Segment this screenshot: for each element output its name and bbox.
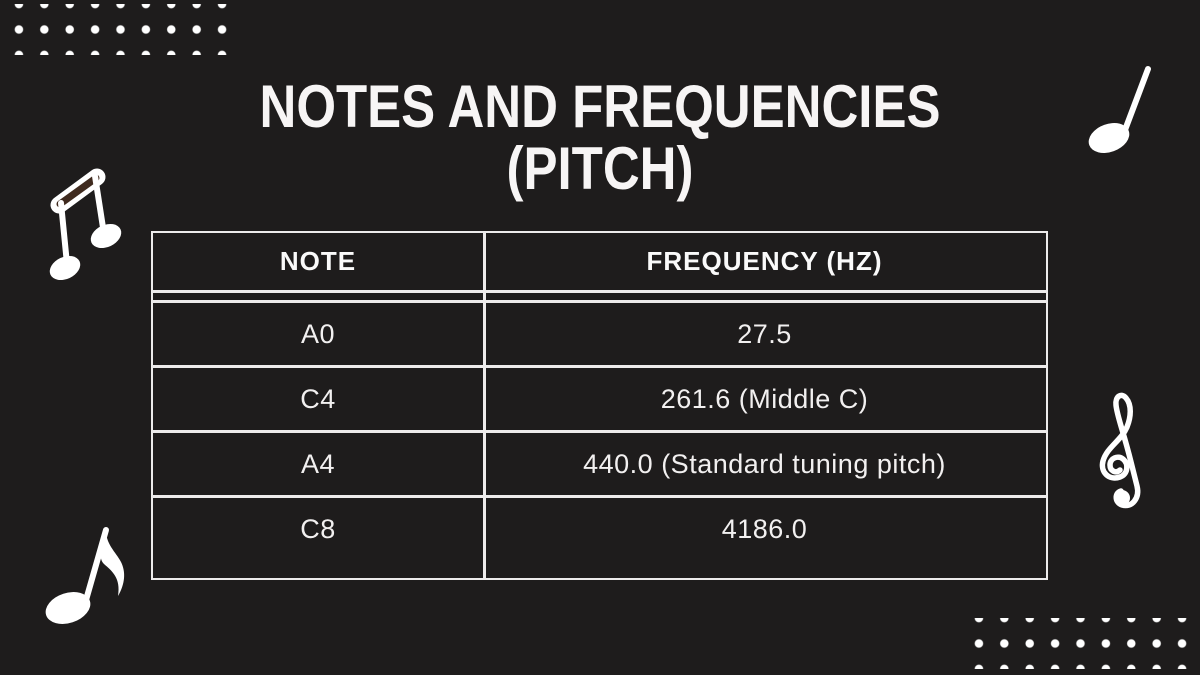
treble-clef-icon	[1092, 386, 1150, 516]
column-header-frequency: FREQUENCY (HZ)	[646, 246, 883, 276]
note-cell: C4	[300, 383, 336, 414]
note-cell: A4	[300, 448, 336, 479]
header-body-gap	[153, 293, 1046, 300]
eighth-note-icon	[42, 512, 127, 634]
quarter-note-icon	[1085, 60, 1165, 160]
dot-grid-icon	[966, 618, 1195, 669]
frequency-cell: 27.5	[737, 318, 792, 349]
beamed-eighth-notes-icon	[42, 162, 142, 287]
table-column-divider	[483, 233, 486, 578]
page-title-line1: NOTES AND FREQUENCIES	[259, 73, 941, 140]
notes-frequency-table: NOTE FREQUENCY (HZ) A0 27.5 C4 261.6 (Mi…	[151, 231, 1048, 580]
table-header-row: NOTE FREQUENCY (HZ)	[153, 233, 1046, 293]
page-title-line2: (PITCH)	[506, 135, 694, 203]
frequency-cell: 440.0 (Standard tuning pitch)	[583, 448, 946, 479]
table-row: A0 27.5	[153, 300, 1046, 365]
frequency-cell: 4186.0	[721, 513, 808, 544]
note-cell: A0	[300, 318, 336, 349]
frequency-cell: 261.6 (Middle C)	[660, 383, 869, 414]
table-row: C8 4186.0	[153, 495, 1046, 560]
table-row: A4 440.0 (Standard tuning pitch)	[153, 430, 1046, 495]
note-cell: C8	[300, 513, 336, 544]
table-row: C4 261.6 (Middle C)	[153, 365, 1046, 430]
column-header-note: NOTE	[279, 246, 357, 276]
page-title: NOTES AND FREQUENCIES (PITCH)	[90, 73, 1110, 203]
dot-grid-icon	[6, 4, 235, 55]
